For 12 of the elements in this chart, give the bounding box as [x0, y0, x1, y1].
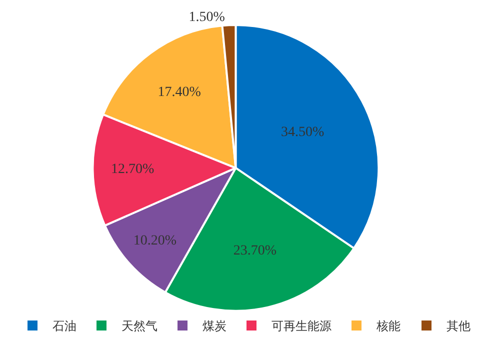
legend-label: 石油	[52, 319, 76, 334]
data-label: 34.50%	[281, 124, 325, 140]
data-label: 1.50%	[188, 10, 226, 26]
legend-label: 核能	[376, 319, 400, 334]
legend-label: 煤炭	[202, 319, 226, 334]
legend-label: 可再生能源	[272, 319, 332, 334]
data-label: 12.70%	[111, 162, 154, 178]
data-label: 10.20%	[133, 233, 177, 248]
data-label: 23.70%	[233, 243, 277, 258]
legend-label: 天然气	[122, 319, 158, 334]
legend-label: 其他	[446, 319, 470, 334]
data-label: 17.40%	[158, 85, 202, 100]
